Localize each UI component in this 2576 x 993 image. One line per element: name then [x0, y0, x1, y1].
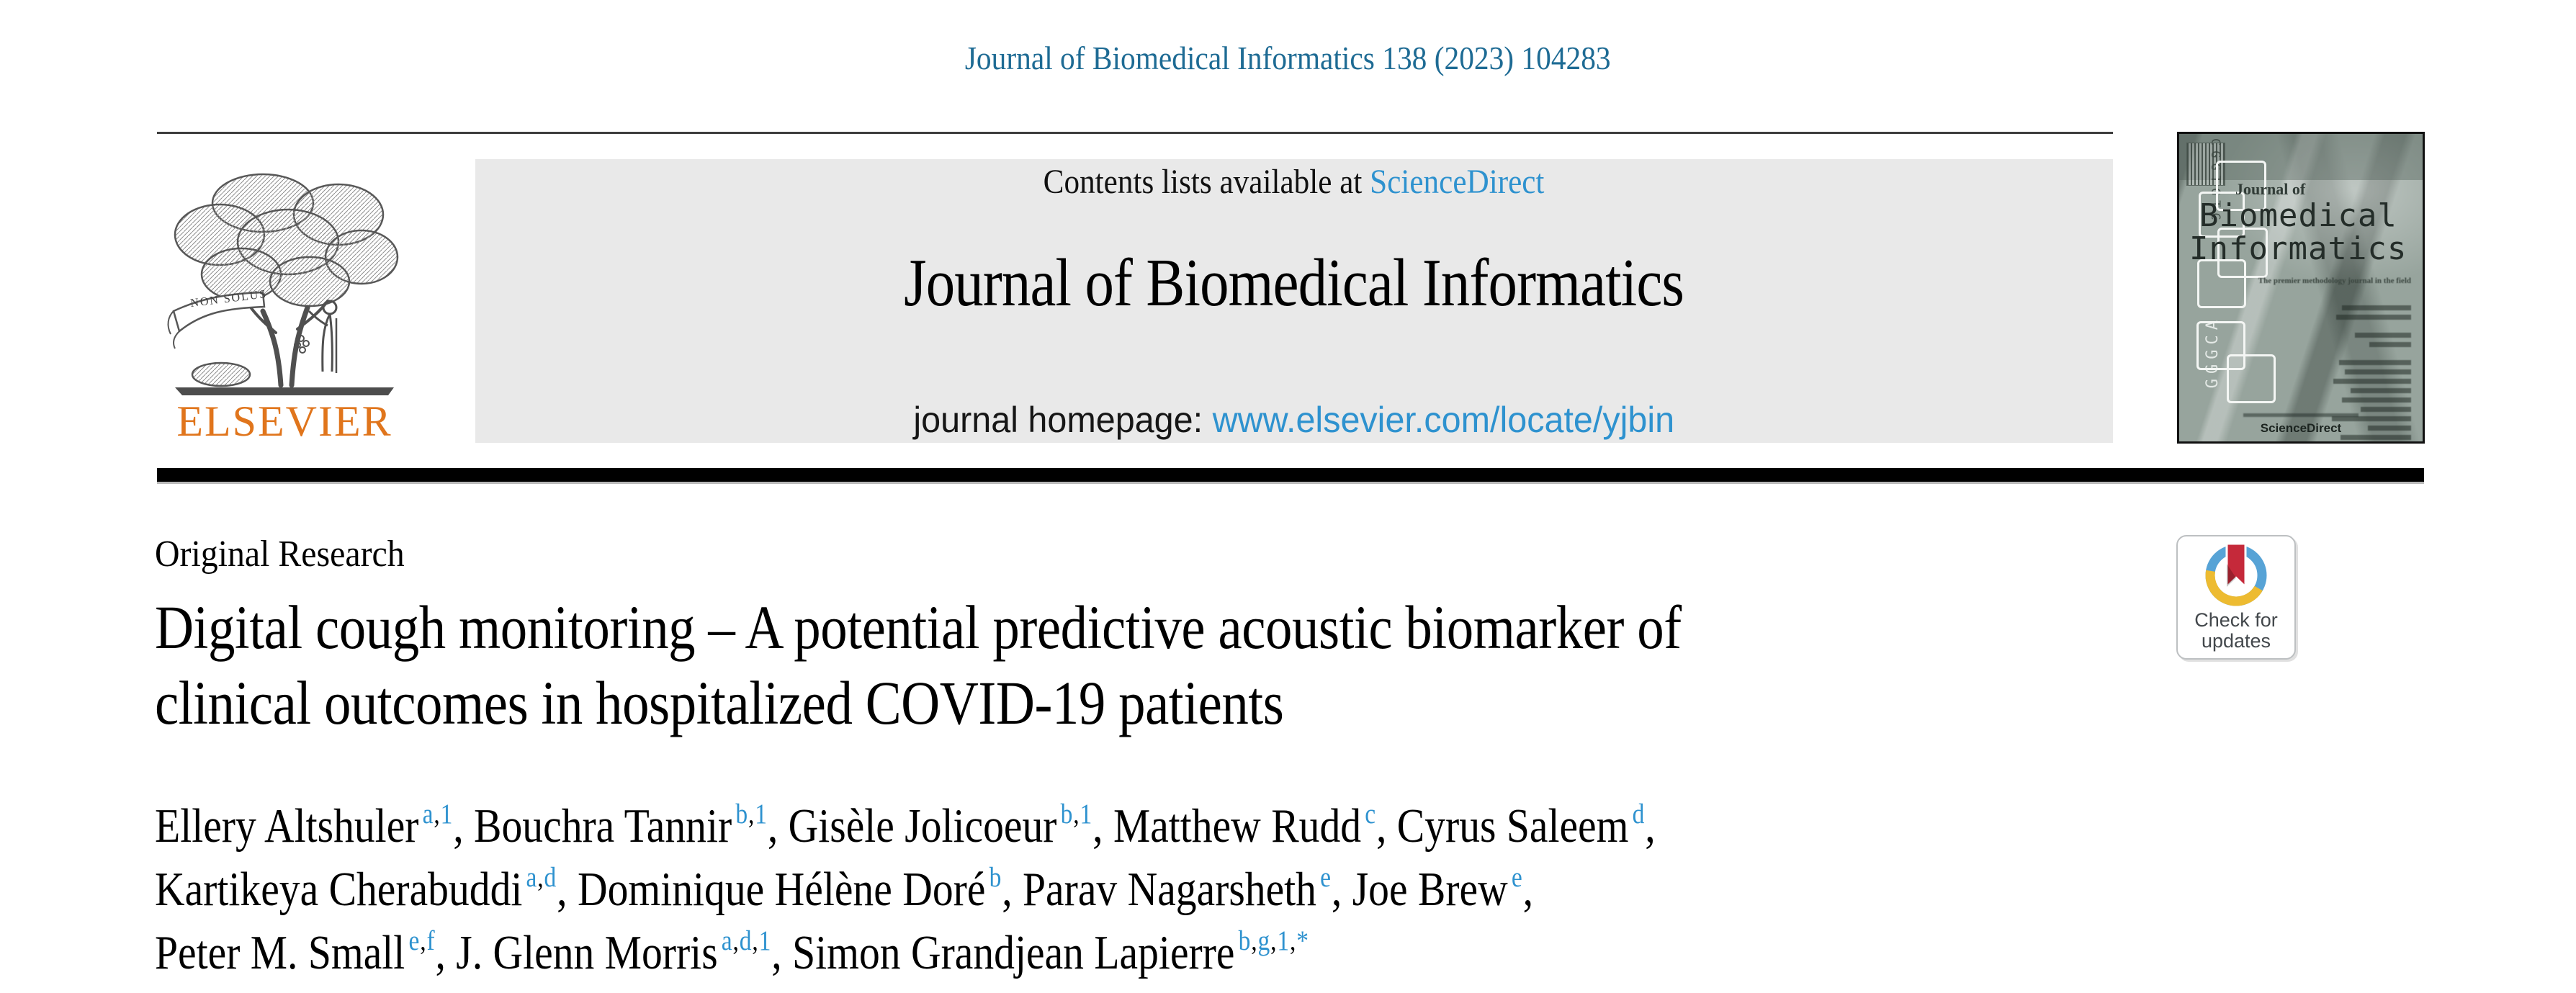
affiliation-superscript[interactable]: b,1: [735, 799, 768, 830]
elsevier-tree-illustration: NON SOLUS: [167, 173, 399, 395]
journal-banner: Contents lists available at ScienceDirec…: [475, 159, 2113, 443]
affiliation-link-e[interactable]: e: [1511, 862, 1523, 893]
top-rule: [157, 132, 2113, 134]
affiliation-link-a[interactable]: a: [422, 799, 434, 830]
journal-homepage-link[interactable]: www.elsevier.com/locate/yjbin: [1212, 400, 1675, 440]
cover-square-decoration: [2196, 321, 2245, 370]
cover-square-decoration: [2217, 228, 2268, 278]
affiliation-superscript[interactable]: b: [989, 850, 1002, 906]
author-name: Simon Grandjean Lapierre: [792, 926, 1235, 979]
author-separator: ,: [557, 863, 578, 916]
affiliation-link-d[interactable]: d: [544, 862, 557, 893]
affiliation-superscript[interactable]: e: [1512, 850, 1523, 906]
affiliation-superscript[interactable]: e,f: [408, 925, 436, 956]
cover-title-informatics: Informatics: [2189, 230, 2407, 267]
author-name: Cyrus Saleem: [1396, 799, 1629, 853]
author-line-2: Kartikeya Cherabuddi a,d, Dominique Hélèn…: [155, 861, 1656, 925]
article-title-line1: Digital cough monitoring – A potential p…: [155, 593, 1682, 662]
cover-title-biomedical: Biomedical: [2199, 197, 2397, 234]
author-separator: ,: [1331, 863, 1352, 916]
article-title-line2: clinical outcomes in hospitalized COVID-…: [155, 668, 1284, 737]
corresponding-author-link[interactable]: *: [1296, 925, 1309, 956]
affiliation-link-d[interactable]: d: [739, 925, 753, 956]
author-name: Kartikeya Cherabuddi: [155, 863, 523, 916]
affiliation-superscript[interactable]: b,1: [1060, 799, 1093, 830]
author-separator: ,: [1375, 799, 1397, 853]
elsevier-logo: NON SOLUS ELSEVIER: [153, 158, 416, 446]
cover-issn-line-blurred: [2243, 413, 2359, 417]
running-head-citation: Journal of Biomedical Informatics 138 (2…: [0, 42, 2576, 75]
author-name: Peter M. Small: [155, 926, 405, 979]
affiliation-link-1[interactable]: 1: [758, 925, 772, 956]
article-title: Digital cough monitoring – A potential p…: [155, 590, 1682, 741]
check-for-updates-badge[interactable]: Check for updates: [2176, 535, 2296, 660]
author-line-3: Peter M. Small e,f, J. Glenn Morris a,d,1,…: [155, 925, 1656, 988]
author-separator: ,: [453, 799, 475, 853]
affiliation-superscript[interactable]: c: [1365, 786, 1376, 843]
author-name: Gisèle Jolicoeur: [788, 799, 1057, 853]
author-separator: ,: [771, 926, 793, 979]
author-separator: ,: [1092, 799, 1113, 853]
author-name: Joe Brew: [1352, 863, 1508, 916]
affiliation-link-f[interactable]: f: [426, 925, 436, 956]
affiliation-link-b[interactable]: b: [1238, 925, 1252, 956]
cover-square-decoration: [2227, 354, 2276, 403]
affiliation-superscript[interactable]: a,d: [526, 862, 557, 893]
cover-tagline: The premier methodology journal in the f…: [2258, 277, 2411, 285]
check-for-updates-label: Check for updates: [2194, 609, 2278, 652]
affiliation-link-d[interactable]: d: [1632, 799, 1646, 830]
affiliation-superscript[interactable]: a,d,1: [721, 925, 772, 956]
affiliation-link-e[interactable]: e: [408, 925, 421, 956]
affiliation-superscript[interactable]: b,g,1,*: [1238, 925, 1309, 956]
affiliation-link-1[interactable]: 1: [440, 799, 454, 830]
section-label: Original Research: [155, 534, 405, 575]
cover-square-decoration: [2197, 259, 2246, 308]
author-list: Ellery Altshuler a,1, Bouchra Tannir b,1, …: [155, 798, 1656, 988]
affiliation-link-a[interactable]: a: [526, 862, 538, 893]
affiliation-superscript[interactable]: a,1: [422, 799, 454, 830]
contents-line: Contents lists available at ScienceDirec…: [475, 165, 2113, 199]
affiliation-link-b[interactable]: b: [1060, 799, 1074, 830]
author-separator: ,: [435, 926, 457, 979]
affiliation-link-a[interactable]: a: [721, 925, 733, 956]
cover-square-decoration: [2216, 161, 2266, 211]
author-name: Dominique Hélène Doré: [577, 863, 986, 916]
affiliation-superscript[interactable]: e: [1320, 850, 1332, 906]
citation-text: Journal of Biomedical Informatics 138 (2…: [965, 40, 1611, 76]
affiliation-link-1[interactable]: 1: [1277, 925, 1291, 956]
author-name: J. Glenn Morris: [456, 926, 718, 979]
cover-editor-list-blurred: [2303, 301, 2411, 440]
author-name: Bouchra Tannir: [474, 799, 732, 853]
author-name: Matthew Rudd: [1113, 799, 1362, 853]
cover-sciencedirect-text: ScienceDirect: [2260, 421, 2342, 435]
affiliation-link-b[interactable]: b: [989, 862, 1002, 893]
elsevier-wordmark: ELSEVIER: [176, 397, 392, 445]
contents-prefix-text: Contents lists available at: [1044, 163, 1370, 201]
affiliation-superscript[interactable]: d: [1633, 786, 1646, 843]
journal-name-heading: Journal of Biomedical Informatics: [904, 246, 1685, 320]
journal-cover-thumbnail: CGGTGTC GGGCA Journal of Biomedical Info…: [2177, 132, 2425, 444]
author-separator: ,: [767, 799, 789, 853]
author-separator: ,: [1002, 863, 1023, 916]
affiliation-link-1[interactable]: 1: [1080, 799, 1093, 830]
author-name: Ellery Altshuler: [155, 799, 419, 853]
cover-title-journal-of: Journal of: [2235, 180, 2306, 198]
author-separator: ,: [1522, 863, 1534, 916]
author-line-1: Ellery Altshuler a,1, Bouchra Tannir b,1, …: [155, 798, 1656, 861]
affiliation-link-c[interactable]: c: [1365, 799, 1376, 830]
homepage-prefix-text: journal homepage:: [913, 400, 1213, 440]
affiliation-link-e[interactable]: e: [1320, 862, 1332, 893]
affiliation-link-g[interactable]: g: [1257, 925, 1271, 956]
affiliation-link-1[interactable]: 1: [755, 799, 768, 830]
cover-dna-sequence-top: CGGTGTC: [2208, 138, 2222, 225]
homepage-line: journal homepage: www.elsevier.com/locat…: [475, 402, 2113, 438]
cover-square-decoration: [2199, 192, 2245, 238]
author-name: Parav Nagarsheth: [1023, 863, 1316, 916]
affiliation-link-b[interactable]: b: [735, 799, 748, 830]
crossmark-icon: [2205, 542, 2267, 606]
sciencedirect-link[interactable]: ScienceDirect: [1370, 163, 1545, 201]
author-separator: ,: [1645, 799, 1656, 853]
header-rule: [157, 468, 2424, 484]
